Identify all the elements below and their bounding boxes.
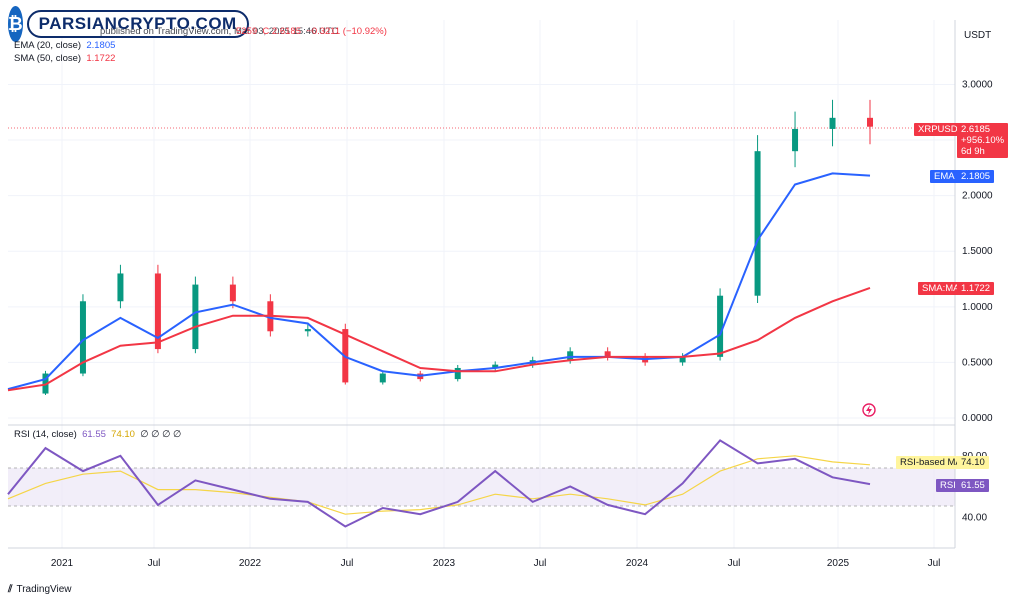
- candle-body: [229, 284, 236, 302]
- symbol-pill: XRPUSDT: [914, 123, 968, 136]
- candle-body: [829, 117, 836, 129]
- tradingview-brand[interactable]: ⫽ TradingView: [8, 584, 72, 595]
- candle-body: [604, 351, 611, 357]
- price-tick-label: 2.0000: [962, 191, 993, 202]
- price-pill: 2.6185 +956.10% 6d 9h: [957, 123, 1009, 158]
- candle-body: [454, 367, 461, 380]
- price-tick-label: 0.0000: [962, 413, 993, 424]
- rsi-pill-value: 61.55: [957, 479, 989, 492]
- sma-pill-label: SMA:MA: [918, 282, 964, 295]
- price-tick-label: 1.5000: [962, 246, 993, 257]
- time-tick-label: Jul: [148, 558, 161, 569]
- logo-text: PARSIANCRYPTO.COM: [26, 10, 249, 38]
- candle-body: [754, 151, 761, 296]
- sma-line: [7, 286, 871, 392]
- price-lines: [7, 172, 871, 392]
- rsi-pill-label: RSI: [936, 479, 960, 492]
- time-tick-label: 2021: [51, 558, 74, 569]
- sma-legend[interactable]: SMA (50, close) 1.1722: [14, 53, 116, 64]
- rsi-lines: [7, 439, 871, 528]
- candle-body: [379, 373, 386, 383]
- candle-body: [792, 128, 799, 152]
- candle-body: [492, 364, 499, 368]
- candle-body: [117, 273, 124, 302]
- price-tick-label: 1.0000: [962, 302, 993, 313]
- price-tick-label: 0.5000: [962, 357, 993, 368]
- rsi-ma-pill-value: 74.10: [957, 456, 989, 469]
- watermark-logo: ₿ PARSIANCRYPTO.COM: [8, 6, 249, 42]
- time-tick-label: 2025: [827, 558, 850, 569]
- rsi-band: [8, 468, 955, 506]
- rsi-ma-pill-label: RSI-based MA: [896, 456, 966, 469]
- currency-label: USDT: [964, 30, 992, 41]
- grid: [8, 20, 955, 548]
- time-tick-label: Jul: [534, 558, 547, 569]
- flash-icon[interactable]: [862, 403, 876, 417]
- rsi-line: [7, 439, 871, 528]
- ema-pill-label: EMA: [930, 170, 959, 183]
- candle-body: [304, 329, 311, 332]
- candle-body: [154, 273, 161, 350]
- ema-legend[interactable]: EMA (20, close) 2.1805: [14, 40, 116, 51]
- time-tick-label: 2024: [626, 558, 649, 569]
- logo-icon: ₿: [8, 6, 23, 42]
- ohlc-values: 5259 C 2.6185 −0.3211 (−10.92%): [236, 26, 387, 37]
- ema-line: [7, 172, 871, 391]
- rsi-legend[interactable]: RSI (14, close) 61.55 74.10 ∅ ∅ ∅ ∅: [14, 429, 182, 440]
- candle-body: [717, 295, 724, 357]
- time-tick-label: Jul: [341, 558, 354, 569]
- time-tick-label: 2023: [433, 558, 456, 569]
- candle-body: [679, 356, 686, 363]
- candle-body: [867, 117, 873, 127]
- candle-body: [192, 284, 199, 350]
- time-tick-label: Jul: [728, 558, 741, 569]
- tradingview-icon: ⫽: [8, 584, 13, 595]
- time-tick-label: 2022: [239, 558, 262, 569]
- byline: published on TradingView.com, Mar 03, 20…: [100, 26, 339, 37]
- rsi-tick-label: 40.00: [962, 512, 987, 523]
- tradingview-label: TradingView: [16, 584, 72, 595]
- time-tick-label: Jul: [928, 558, 941, 569]
- candle-body: [79, 301, 86, 374]
- ema-pill-value: 2.1805: [957, 170, 995, 183]
- sma-pill-value: 1.1722: [957, 282, 995, 295]
- candle-body: [567, 351, 574, 361]
- time-axis: 2021 Jul 2022 Jul 2023 Jul 2024 Jul 2025 Jul: [51, 558, 941, 569]
- price-tick-label: 3.0000: [962, 79, 993, 90]
